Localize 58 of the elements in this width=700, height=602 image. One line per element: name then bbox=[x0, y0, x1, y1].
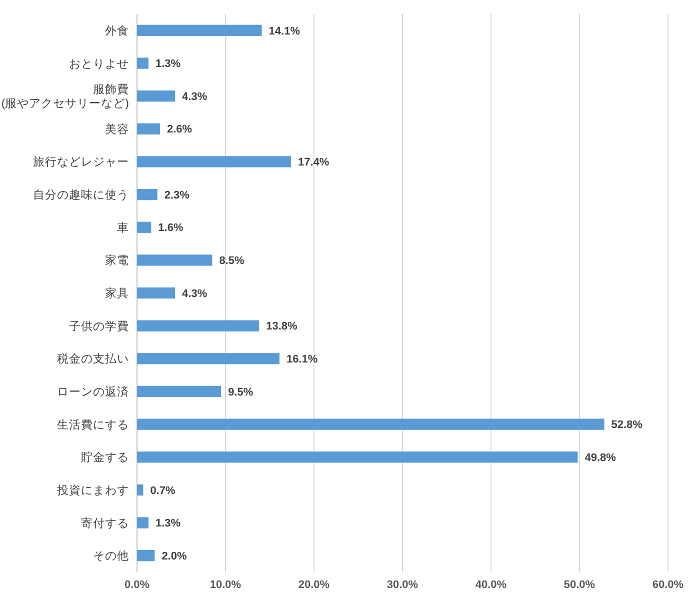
data-label: 16.1% bbox=[286, 353, 318, 366]
bar bbox=[137, 550, 155, 562]
x-tick-label: 20.0% bbox=[298, 579, 330, 591]
bar bbox=[137, 123, 160, 134]
data-label: 1.6% bbox=[158, 222, 184, 234]
data-label: 52.8% bbox=[611, 419, 643, 432]
bar bbox=[137, 353, 280, 364]
x-tick-label: 0.0% bbox=[124, 579, 150, 591]
data-label: 4.3% bbox=[182, 90, 208, 103]
bar bbox=[137, 90, 176, 102]
bar bbox=[137, 156, 291, 168]
y-tick-label: 税金の支払い bbox=[57, 352, 129, 366]
bar bbox=[137, 254, 212, 266]
data-label: 4.3% bbox=[182, 288, 208, 300]
data-label: 2.0% bbox=[162, 550, 187, 562]
data-label: 1.3% bbox=[156, 518, 181, 530]
y-tick-label: ローンの返済 bbox=[57, 384, 129, 398]
data-label: 14.1% bbox=[268, 25, 300, 38]
bar bbox=[137, 287, 176, 299]
y-tick-label: おとりよせ bbox=[69, 58, 129, 70]
y-tick-label: 家具 bbox=[105, 286, 129, 300]
data-label: 17.4% bbox=[298, 156, 330, 169]
x-tick-label: 40.0% bbox=[475, 579, 507, 591]
y-tick-label: その他 bbox=[93, 550, 129, 563]
y-tick-label: 外食 bbox=[105, 24, 129, 38]
data-label: 13.8% bbox=[266, 320, 298, 333]
y-tick-label: 寄付する bbox=[81, 516, 129, 530]
x-tick-label: 30.0% bbox=[386, 579, 418, 591]
bar bbox=[137, 320, 260, 332]
bar bbox=[137, 222, 152, 233]
x-tick-label: 60.0% bbox=[652, 579, 684, 591]
data-label: 2.6% bbox=[167, 124, 192, 136]
bar bbox=[137, 452, 578, 463]
y-tick-label: 美容 bbox=[105, 122, 129, 136]
y-tick-label: 子供の学費 bbox=[69, 320, 129, 333]
data-label: 0.7% bbox=[150, 484, 176, 497]
y-tick-label: 旅行などレジャー bbox=[33, 156, 129, 169]
bar bbox=[137, 484, 144, 496]
bar bbox=[137, 188, 158, 200]
y-tick-label: 投資にまわす bbox=[56, 484, 129, 497]
y-tick-label: 服飾費 (服やアクセサリーなど) bbox=[1, 83, 130, 110]
y-tick-label: 貯金する bbox=[81, 450, 129, 464]
x-tick-label: 10.0% bbox=[210, 579, 242, 591]
y-tick-label: 家電 bbox=[105, 253, 129, 268]
bar bbox=[137, 386, 222, 398]
x-tick-label: 50.0% bbox=[564, 579, 596, 591]
y-tick-label: 生活費にする bbox=[57, 418, 129, 432]
data-label: 49.8% bbox=[584, 452, 616, 464]
bar bbox=[137, 58, 149, 69]
data-label: 8.5% bbox=[219, 255, 245, 268]
data-label: 2.3% bbox=[164, 189, 190, 202]
y-tick-label: 自分の趣味に使う bbox=[33, 188, 129, 202]
data-label: 1.3% bbox=[156, 58, 181, 70]
data-label: 9.5% bbox=[228, 386, 254, 398]
bar bbox=[137, 24, 262, 36]
bar bbox=[137, 517, 149, 528]
bar bbox=[137, 418, 604, 430]
y-tick-label: 車 bbox=[117, 221, 129, 234]
